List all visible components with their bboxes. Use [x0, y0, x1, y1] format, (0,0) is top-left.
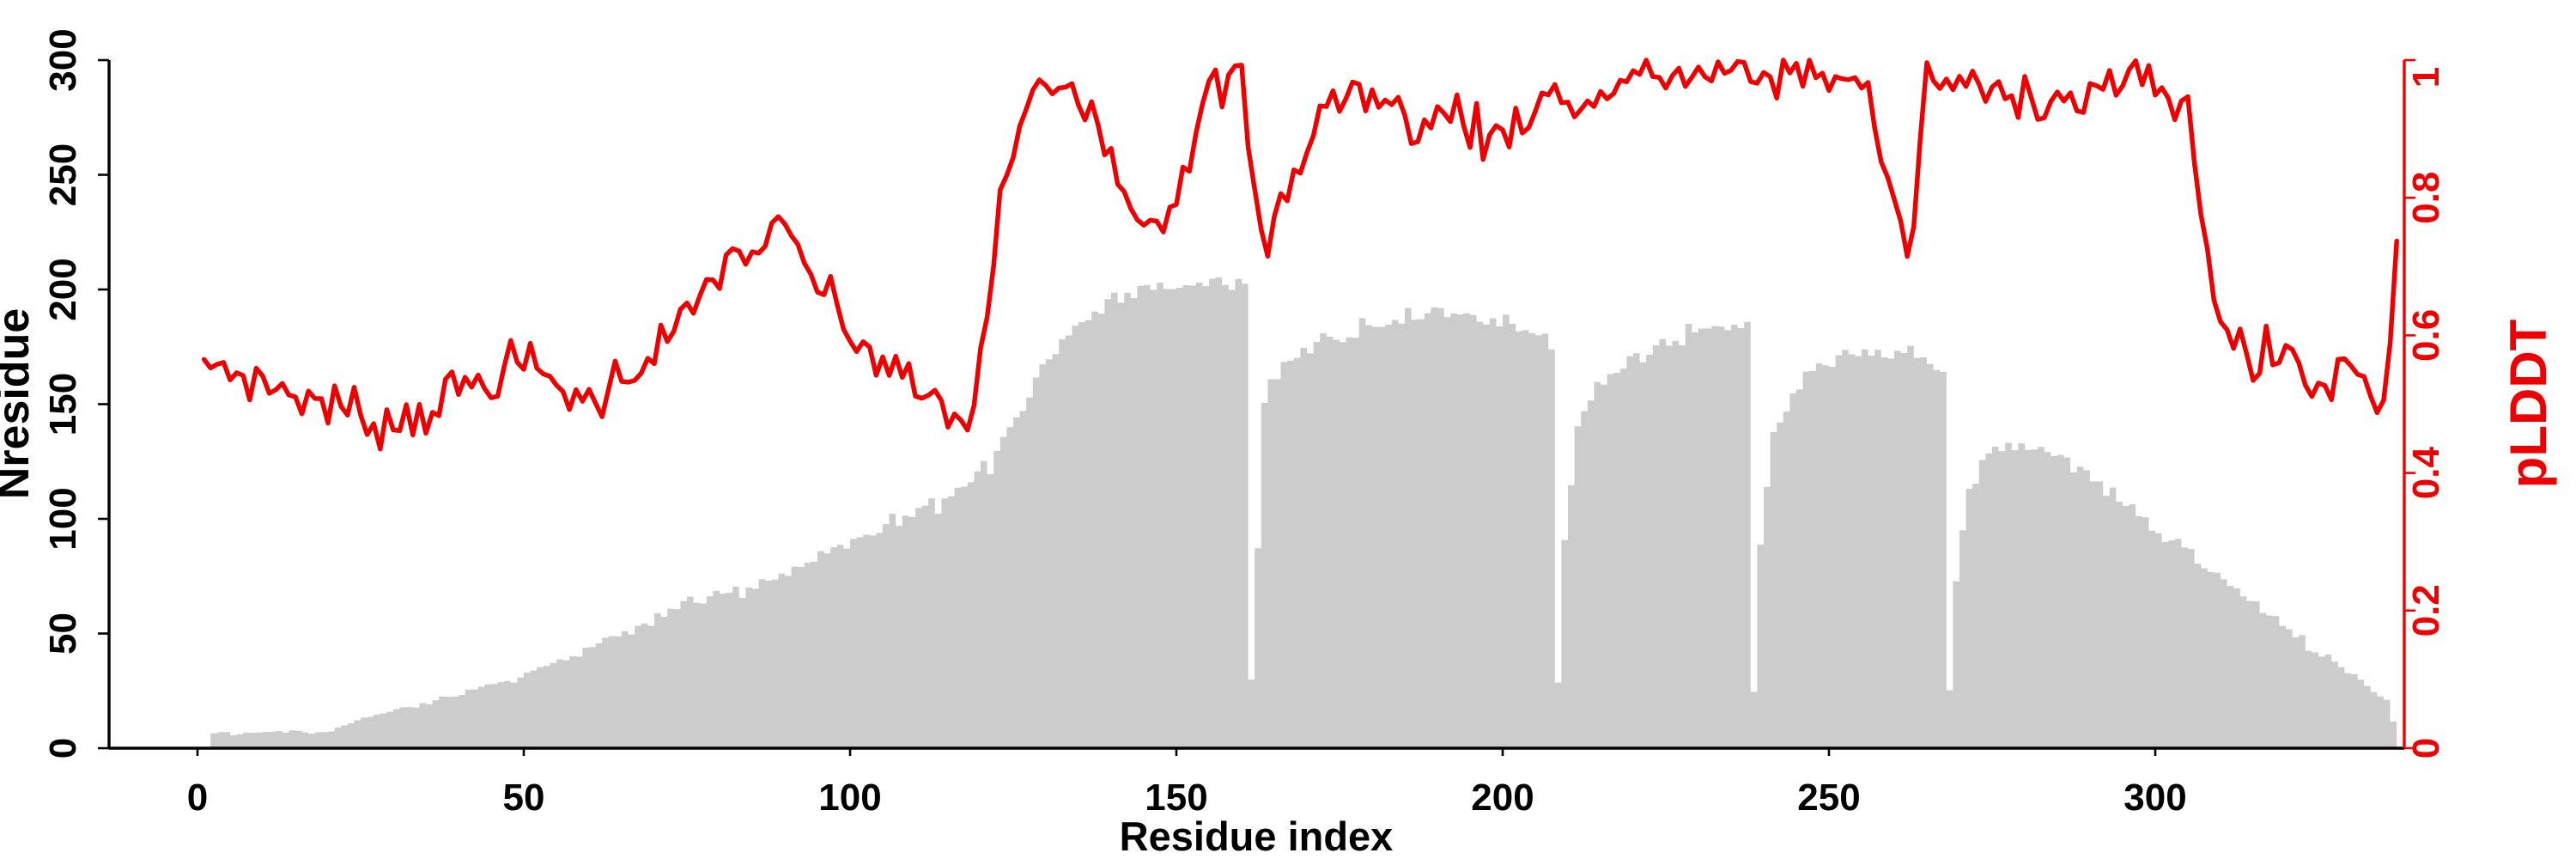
svg-text:0.2: 0.2 [2405, 584, 2447, 637]
svg-text:0.6: 0.6 [2405, 309, 2447, 362]
svg-text:Residue index: Residue index [1120, 813, 1394, 859]
svg-text:0: 0 [187, 777, 208, 819]
svg-text:50: 50 [42, 612, 84, 655]
svg-text:0.8: 0.8 [2405, 172, 2447, 224]
svg-text:0: 0 [2405, 738, 2447, 758]
svg-text:200: 200 [1471, 777, 1534, 819]
svg-text:150: 150 [1145, 777, 1207, 819]
svg-text:1: 1 [2405, 67, 2447, 88]
svg-text:200: 200 [42, 258, 84, 320]
svg-text:250: 250 [42, 143, 84, 206]
svg-text:Nresidue: Nresidue [0, 308, 39, 500]
svg-text:50: 50 [503, 777, 545, 819]
svg-text:pLDDT: pLDDT [2500, 320, 2557, 489]
svg-text:100: 100 [818, 777, 881, 819]
svg-text:300: 300 [2123, 777, 2186, 819]
svg-text:100: 100 [42, 487, 84, 550]
svg-text:250: 250 [1797, 777, 1860, 819]
svg-text:150: 150 [42, 373, 84, 436]
svg-text:300: 300 [42, 28, 84, 91]
svg-text:0.4: 0.4 [2405, 446, 2447, 499]
svg-text:0: 0 [42, 738, 84, 758]
